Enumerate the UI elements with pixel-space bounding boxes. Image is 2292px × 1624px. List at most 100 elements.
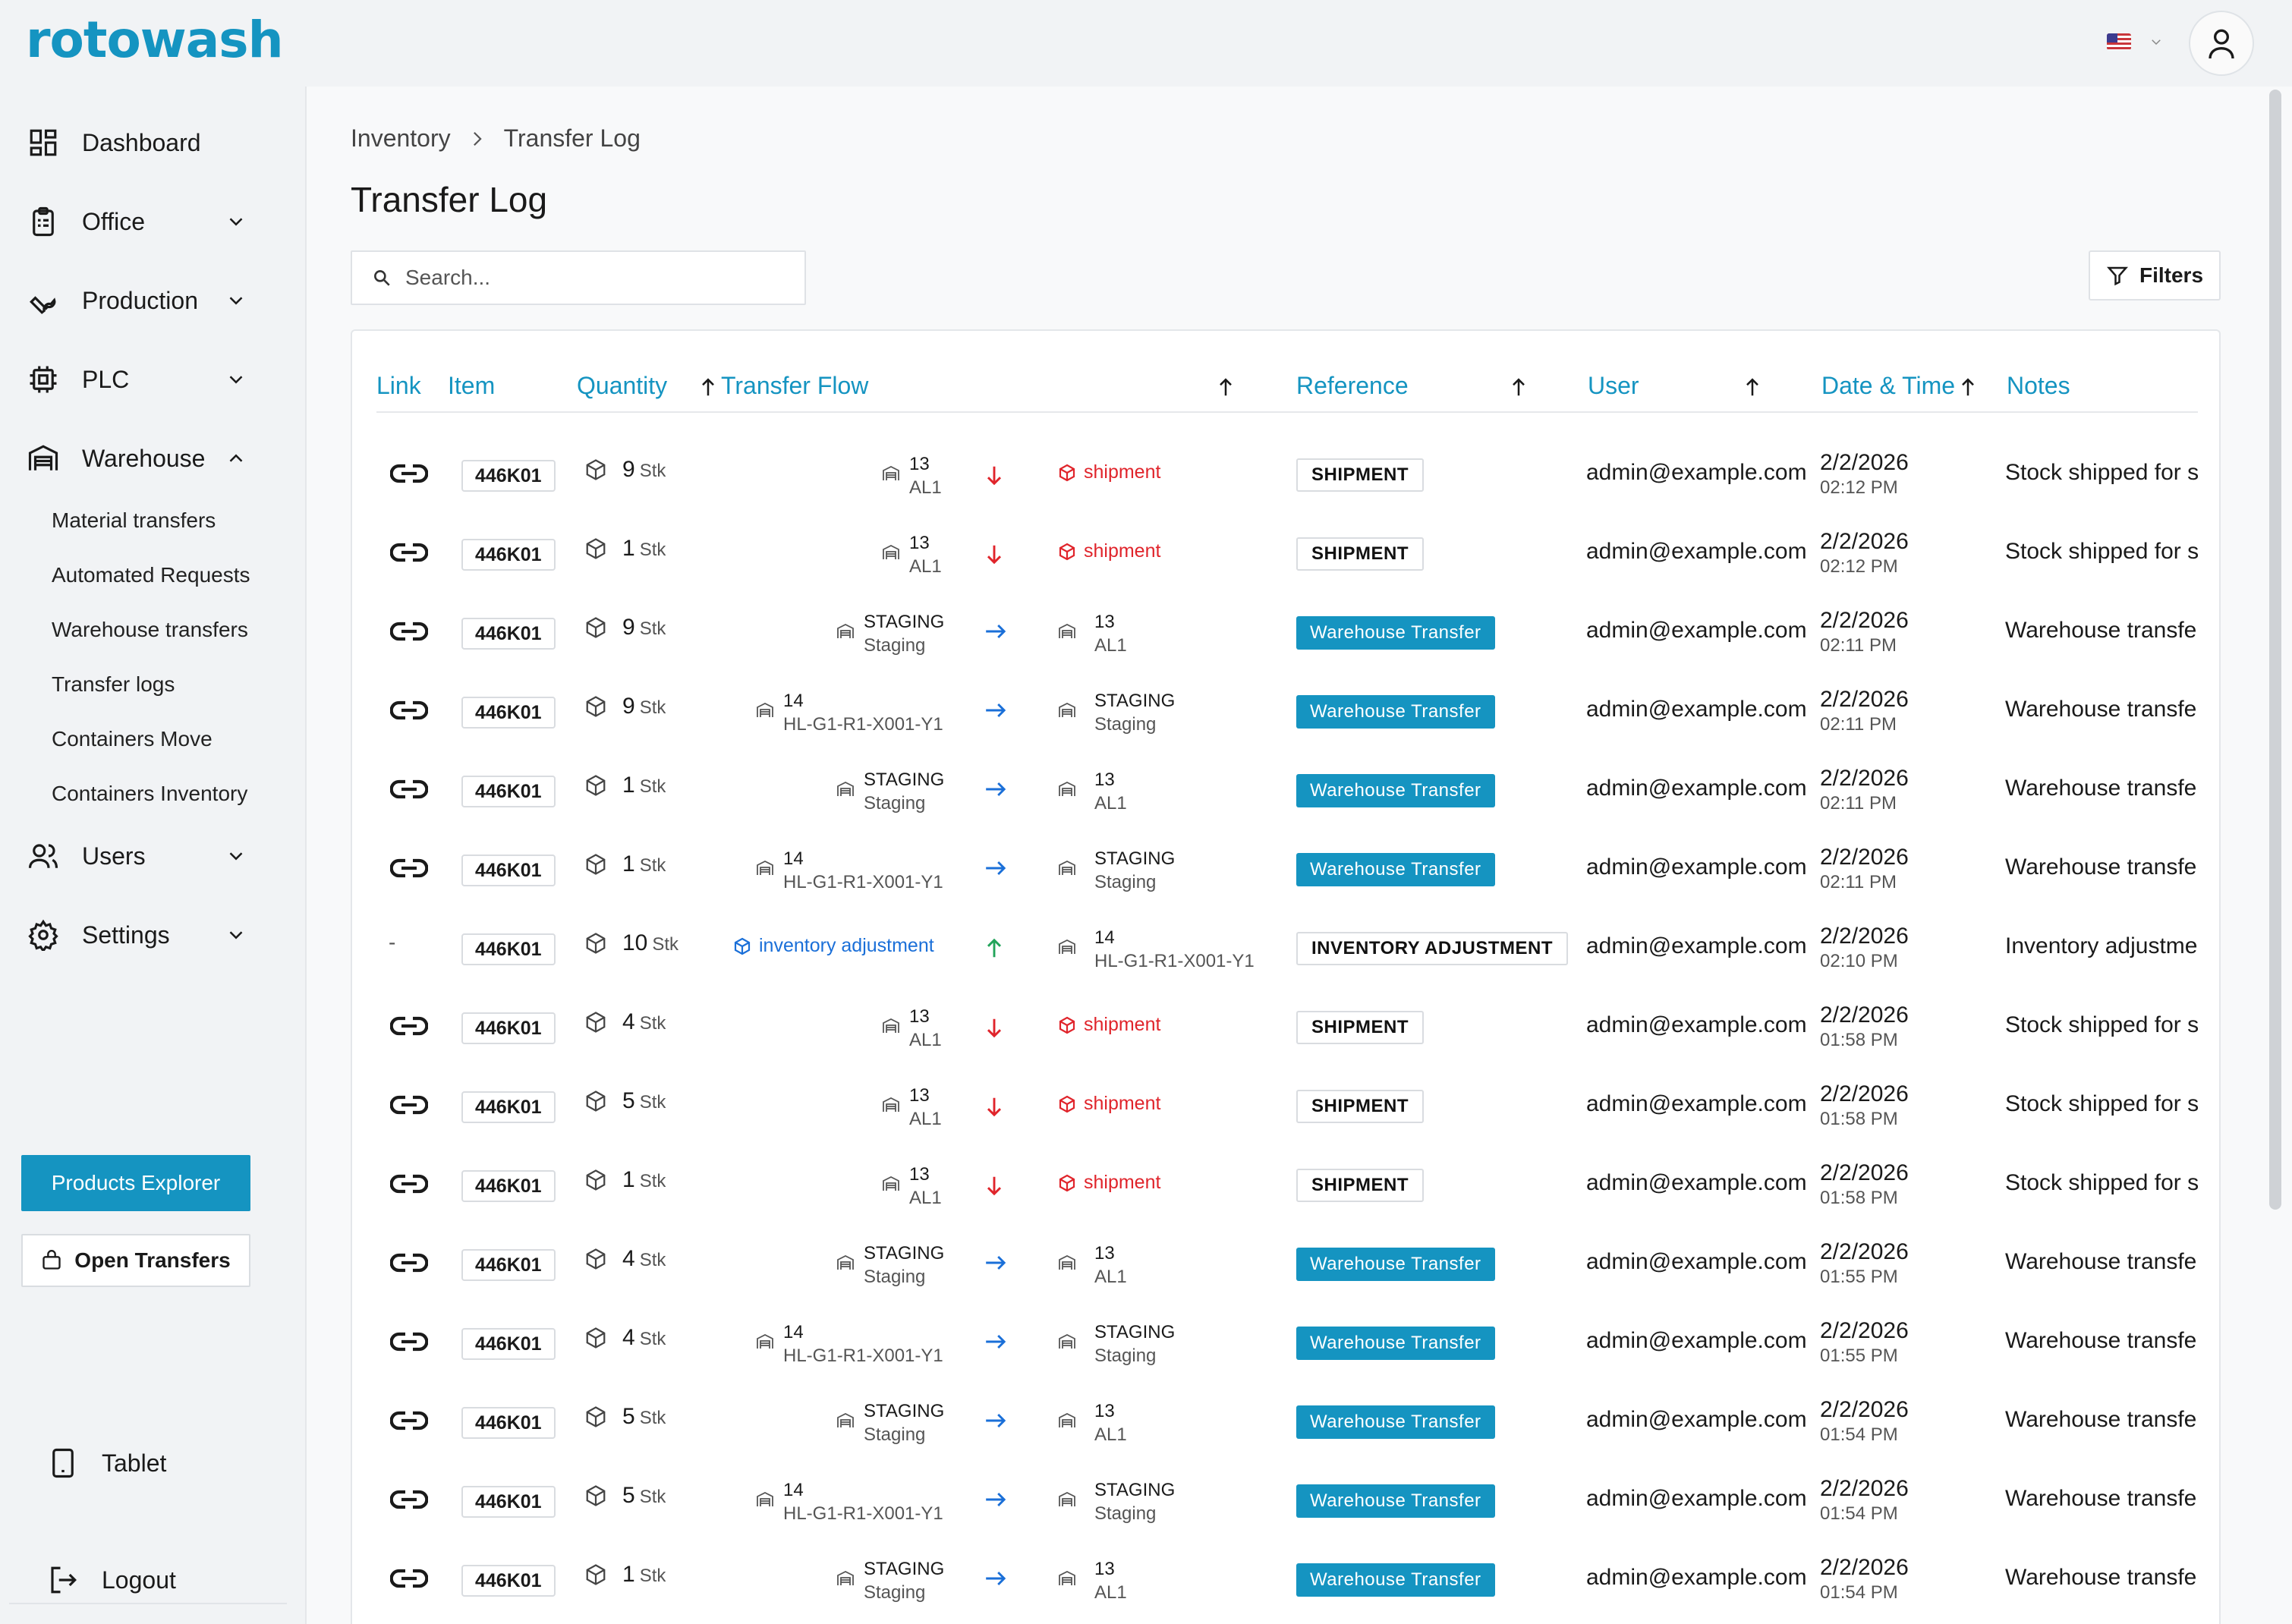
reference-badge[interactable]: Warehouse Transfer [1296,1484,1495,1518]
link-icon[interactable] [389,1565,429,1592]
item-code[interactable]: 446K01 [461,776,556,807]
item-code[interactable]: 446K01 [461,1328,556,1360]
app-logo[interactable]: rotowash [26,11,284,69]
table-row[interactable]: 446K01 4 Stk 14 HL-G1-R1-X001-Y1 STAGING Stagi… [352,1304,2219,1383]
link-icon[interactable] [389,1091,429,1119]
sidebar-subitem-containers-move[interactable]: Containers Move [52,727,213,751]
scrollbar[interactable] [2269,90,2281,1210]
table-row[interactable]: 446K01 9 Stk STAGING Staging 13 AL1 Warehouse T… [352,593,2219,672]
sidebar-item-production[interactable]: Production [26,278,261,323]
item-code[interactable]: 446K01 [461,1091,556,1123]
sidebar-subitem-automated-requests[interactable]: Automated Requests [52,563,250,587]
table-row[interactable]: 446K01 1 Stk STAGING Staging 13 AL1 Warehouse T… [352,1541,2219,1619]
search-box[interactable] [351,250,806,305]
item-code[interactable]: 446K01 [461,1012,556,1044]
link-icon[interactable] [389,697,429,724]
item-code[interactable]: 446K01 [461,854,556,886]
link-icon[interactable] [389,1407,429,1434]
row-link[interactable] [389,460,429,487]
sidebar-item-plc[interactable]: PLC [26,357,261,402]
us-flag-icon[interactable] [2107,33,2131,50]
item-code[interactable]: 446K01 [461,697,556,729]
item-code[interactable]: 446K01 [461,933,556,965]
table-row[interactable]: 446K01 1 Stk 13 AL1 shipment SHIPMENT admin@exa… [352,1146,2219,1225]
reference-badge[interactable]: Warehouse Transfer [1296,853,1495,886]
table-row[interactable]: 446K01 5 Stk 14 HL-G1-R1-X001-Y1 STAGING Stagi… [352,1462,2219,1541]
sidebar-item-warehouse[interactable]: Warehouse [26,436,261,481]
column-header-transfer-flow[interactable]: Transfer Flow [721,372,869,399]
sidebar-subitem-material-transfers[interactable]: Material transfers [52,508,216,532]
column-header-quantity[interactable]: Quantity [577,372,668,399]
table-row[interactable]: 446K01 4 Stk 13 AL1 shipment SHIPMENT admin@exa… [352,988,2219,1067]
open-transfers-button[interactable]: Open Transfers [21,1234,250,1287]
reference-badge[interactable]: Warehouse Transfer [1296,695,1495,729]
reference-badge[interactable]: SHIPMENT [1296,1090,1425,1123]
row-link[interactable] [389,1012,429,1040]
item-code[interactable]: 446K01 [461,1170,556,1202]
row-link[interactable] [389,539,429,566]
table-row[interactable]: 446K01 1 Stk 13 AL1 shipment SHIPMENT admin@exa… [352,515,2219,593]
column-header-date-time[interactable]: Date & Time [1821,372,1956,399]
table-row[interactable]: 446K01 1 Stk 14 HL-G1-R1-X001-Y1 STAGING Stagi… [352,830,2219,909]
sidebar-subitem-containers-inventory[interactable]: Containers Inventory [52,782,248,805]
link-icon[interactable] [389,776,429,803]
table-row[interactable]: - 446K01 10 Stk inventory adjustment 14 HL-G1-… [352,909,2219,988]
table-row[interactable]: 446K01 1 Stk STAGING Staging 13 AL1 Warehouse T… [352,751,2219,830]
row-link[interactable] [389,1170,429,1198]
reference-badge[interactable]: SHIPMENT [1296,458,1425,492]
link-icon[interactable] [389,1249,429,1276]
sidebar-subitem-transfer-logs[interactable]: Transfer logs [52,672,175,696]
sidebar-item-settings[interactable]: Settings [26,912,261,958]
sidebar-subitem-warehouse-transfers[interactable]: Warehouse transfers [52,618,248,641]
link-icon[interactable] [389,1328,429,1355]
table-row[interactable]: 446K01 5 Stk 13 AL1 shipment SHIPMENT admin@exa… [352,1067,2219,1146]
row-link[interactable] [389,1328,429,1355]
item-code[interactable]: 446K01 [461,1565,556,1597]
chevron-down-icon[interactable] [2149,35,2163,49]
search-input[interactable] [405,266,800,290]
row-link[interactable] [389,1486,429,1513]
item-code[interactable]: 446K01 [461,1407,556,1439]
column-header-link[interactable]: Link [376,372,421,399]
reference-badge[interactable]: Warehouse Transfer [1296,1563,1495,1597]
sidebar-item-users[interactable]: Users [26,833,261,879]
reference-badge[interactable]: SHIPMENT [1296,537,1425,571]
breadcrumb-inventory[interactable]: Inventory [351,124,451,152]
row-link[interactable] [389,854,429,882]
sort-arrow-icon[interactable] [698,376,718,398]
reference-badge[interactable]: SHIPMENT [1296,1169,1425,1202]
reference-badge[interactable]: SHIPMENT [1296,1011,1425,1044]
column-header-notes[interactable]: Notes [2007,372,2070,399]
row-link[interactable] [389,1249,429,1276]
sidebar-item-logout[interactable]: Logout [46,1557,281,1603]
item-code[interactable]: 446K01 [461,1249,556,1281]
item-code[interactable]: 446K01 [461,460,556,492]
products-explorer-button[interactable]: Products Explorer [21,1155,250,1211]
reference-badge[interactable]: Warehouse Transfer [1296,1405,1495,1439]
sort-arrow-icon[interactable] [1743,376,1762,398]
row-link[interactable] [389,697,429,724]
table-row[interactable]: 446K01 4 Stk STAGING Staging 13 AL1 Warehouse T… [352,1225,2219,1304]
row-link[interactable] [389,618,429,645]
row-link[interactable] [389,776,429,803]
row-link[interactable] [389,1565,429,1592]
table-row[interactable]: 446K01 5 Stk STAGING Staging 13 AL1 Warehouse T… [352,1383,2219,1462]
column-header-user[interactable]: User [1588,372,1639,399]
reference-badge[interactable]: Warehouse Transfer [1296,774,1495,807]
link-icon[interactable] [389,460,429,487]
reference-badge[interactable]: INVENTORY ADJUSTMENT [1296,932,1569,965]
link-icon[interactable] [389,854,429,882]
sidebar-item-office[interactable]: Office [26,199,261,244]
reference-badge[interactable]: Warehouse Transfer [1296,1327,1495,1360]
filters-button[interactable]: Filters [2089,250,2221,301]
reference-badge[interactable]: Warehouse Transfer [1296,616,1495,650]
row-link[interactable] [389,1091,429,1119]
item-code[interactable]: 446K01 [461,539,556,571]
link-icon[interactable] [389,539,429,566]
link-icon[interactable] [389,1170,429,1198]
sort-arrow-icon[interactable] [1216,376,1236,398]
sidebar-item-dashboard[interactable]: Dashboard [26,120,261,165]
sort-arrow-icon[interactable] [1958,376,1978,398]
sidebar-item-tablet[interactable]: Tablet [46,1440,281,1486]
column-header-item[interactable]: Item [448,372,496,399]
